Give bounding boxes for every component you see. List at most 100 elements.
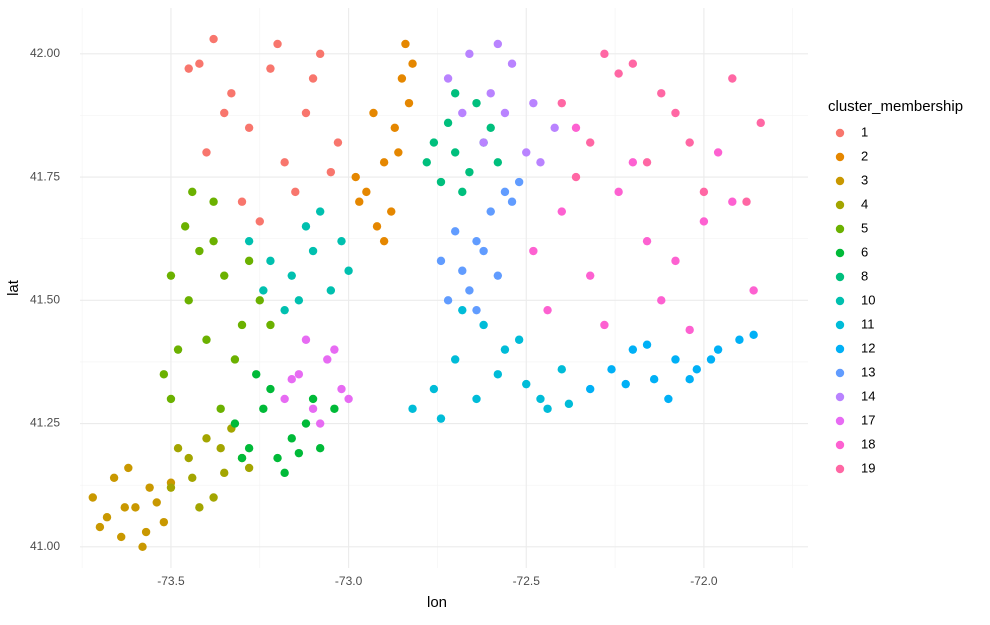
point <box>472 98 481 108</box>
point <box>173 444 183 453</box>
point <box>493 271 503 280</box>
point <box>216 444 225 453</box>
point <box>628 59 638 68</box>
point <box>543 404 552 413</box>
point <box>159 517 169 527</box>
point <box>642 236 652 246</box>
point <box>379 158 389 167</box>
point <box>522 379 531 389</box>
point <box>266 256 275 266</box>
y-tick-label: 41.00 <box>30 539 60 553</box>
point <box>301 419 311 428</box>
point <box>209 493 218 502</box>
point <box>522 148 531 157</box>
point <box>120 503 129 512</box>
point <box>266 384 275 394</box>
legend-title: cluster_membership <box>828 98 963 115</box>
legend-label: 4 <box>861 196 868 211</box>
point <box>287 271 296 280</box>
legend-label: 14 <box>861 388 875 403</box>
legend-label: 11 <box>861 316 875 331</box>
point <box>294 296 304 305</box>
point <box>220 108 229 118</box>
point <box>571 123 581 132</box>
point <box>308 246 318 256</box>
point <box>95 522 105 532</box>
points <box>88 34 765 552</box>
point <box>344 394 353 404</box>
point <box>244 256 254 266</box>
point <box>255 217 264 226</box>
point <box>88 493 97 502</box>
x-axis-label: lon <box>427 594 447 611</box>
point <box>195 246 204 256</box>
point <box>614 187 623 197</box>
legend-label: 19 <box>861 460 875 475</box>
point <box>408 404 417 413</box>
point <box>550 123 559 132</box>
point <box>486 207 495 216</box>
point <box>323 355 332 364</box>
point <box>227 89 236 98</box>
point <box>493 39 503 49</box>
point <box>351 172 360 182</box>
legend-key <box>835 200 845 210</box>
point <box>557 365 566 374</box>
point <box>294 370 304 379</box>
point <box>244 123 254 132</box>
legend-key <box>835 272 845 282</box>
point <box>728 197 737 206</box>
legend-label: 18 <box>861 436 875 451</box>
point <box>326 167 336 177</box>
legend-key <box>835 128 845 138</box>
point <box>685 374 694 384</box>
legend-label: 8 <box>861 268 868 283</box>
point <box>472 394 481 404</box>
point <box>607 365 616 374</box>
point <box>362 187 371 197</box>
point <box>330 345 339 354</box>
point <box>422 158 431 167</box>
point <box>337 236 346 246</box>
point <box>280 468 289 478</box>
point <box>472 305 481 315</box>
point <box>749 286 758 295</box>
point <box>514 177 524 187</box>
point <box>355 197 364 206</box>
legend-key <box>835 320 845 330</box>
point <box>450 227 460 236</box>
x-tick-label: -73.0 <box>335 574 363 588</box>
point <box>202 434 211 443</box>
point <box>500 108 510 118</box>
point <box>621 379 630 389</box>
point <box>429 384 439 394</box>
point <box>220 468 229 478</box>
legend-label: 2 <box>861 148 868 163</box>
point <box>628 158 638 167</box>
point <box>195 503 204 512</box>
point <box>301 222 311 231</box>
point <box>699 187 709 197</box>
point <box>507 197 517 206</box>
point <box>344 266 353 275</box>
point <box>109 473 119 482</box>
point <box>308 404 318 413</box>
point <box>237 453 247 463</box>
legend-label: 5 <box>861 220 868 235</box>
point <box>102 513 112 522</box>
point <box>685 325 694 335</box>
point <box>436 256 446 266</box>
point <box>443 74 453 83</box>
point <box>600 49 609 59</box>
legend-key <box>835 248 845 258</box>
legend-key <box>835 224 845 234</box>
point <box>230 355 240 364</box>
point <box>330 404 339 413</box>
point <box>742 197 751 206</box>
point <box>369 108 378 118</box>
point <box>117 532 126 542</box>
point <box>401 39 410 49</box>
point <box>184 296 193 305</box>
point <box>145 483 154 492</box>
point <box>450 148 460 157</box>
